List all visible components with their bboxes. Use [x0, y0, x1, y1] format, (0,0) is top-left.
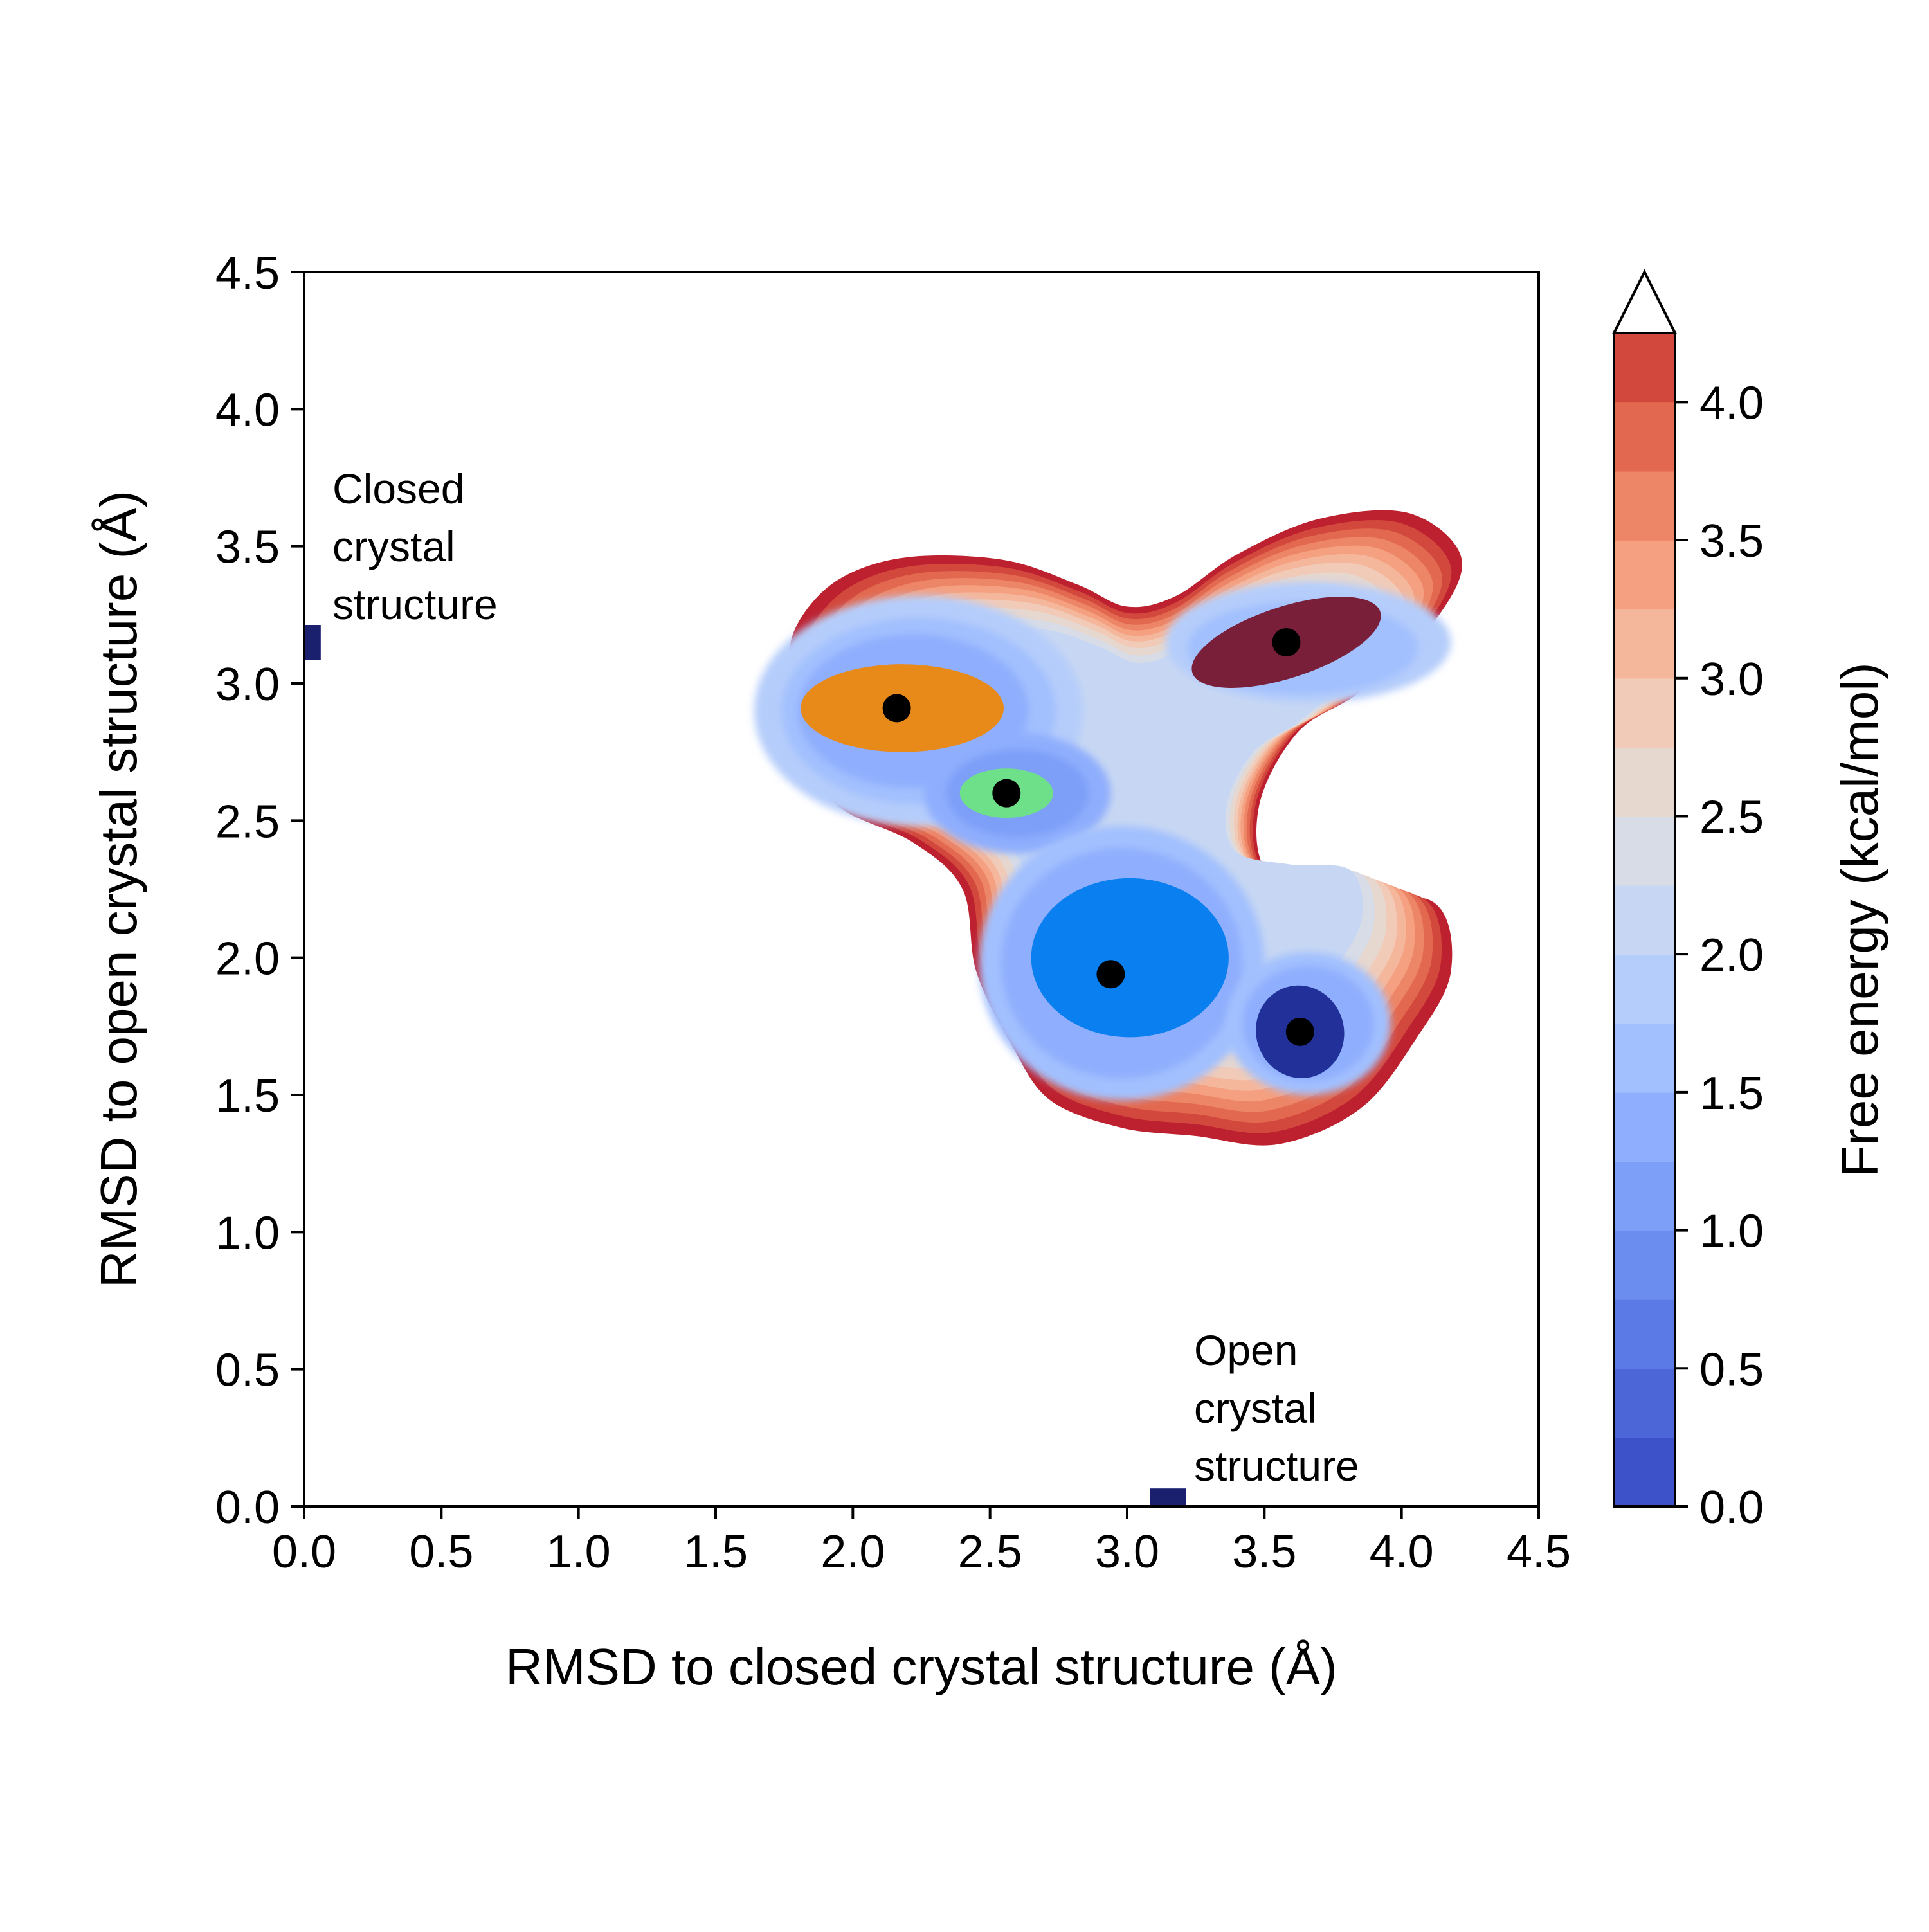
colorbar-tick-label-7: 3.5: [1699, 516, 1764, 567]
colorbar-band-7: [1614, 954, 1675, 1024]
minimum-point-3: [1272, 628, 1301, 656]
reference-label-0-line-1: crystal: [332, 523, 455, 570]
colorbar-tick-label-0: 0.0: [1699, 1482, 1764, 1533]
x-tick-label-4: 2.0: [820, 1526, 885, 1578]
minimum-point-0: [882, 694, 911, 723]
y-tick-label-9: 4.5: [215, 248, 280, 299]
minimum-point-4: [1285, 1017, 1314, 1046]
x-axis-label: RMSD to closed crystal structure (Å): [505, 1638, 1337, 1695]
colorbar-tick-label-6: 3.0: [1699, 654, 1764, 705]
x-tick-label-9: 4.5: [1507, 1526, 1571, 1578]
colorbar-extend-arrow: [1611, 269, 1678, 334]
colorbar-band-14: [1614, 471, 1675, 541]
x-tick-label-2: 1.0: [547, 1526, 611, 1578]
plot-frame: [303, 271, 1540, 1508]
y-tick-label-5: 2.5: [215, 796, 280, 847]
y-tick-label-6: 3.0: [215, 659, 280, 710]
colorbar-tick-label-4: 2.0: [1699, 930, 1764, 981]
colorbar-band-11: [1614, 678, 1675, 748]
x-tick-label-0: 0.0: [272, 1526, 336, 1578]
x-tick-label-7: 3.5: [1232, 1526, 1296, 1578]
colorbar-tick-label-5: 2.5: [1699, 791, 1764, 843]
x-tick-label-6: 3.0: [1095, 1526, 1159, 1578]
free-energy-surface: [754, 510, 1463, 1146]
reference-structures: Closed crystal structure Open crystal structu…: [303, 465, 1359, 1508]
y-tick-label-7: 3.5: [215, 522, 280, 573]
colorbar-tick-label-3: 1.5: [1699, 1068, 1764, 1119]
reference-label-1-line-2: structure: [1194, 1442, 1359, 1490]
x-tick-label-1: 0.5: [409, 1526, 473, 1578]
colorbar-band-1: [1614, 1368, 1675, 1438]
x-tick-label-5: 2.5: [958, 1526, 1022, 1578]
minimum-point-1: [992, 779, 1021, 808]
colorbar-tick-label-2: 1.0: [1699, 1206, 1764, 1258]
cluster-region-2: [1031, 878, 1229, 1038]
colorbar-band-2: [1614, 1299, 1675, 1369]
colorbar-tick-label-8: 4.0: [1699, 377, 1764, 429]
minima-markers: [882, 628, 1314, 1046]
colorbar-label: Free energy (kcal/mol): [1831, 662, 1888, 1177]
y-tick-label-4: 2.0: [215, 934, 280, 985]
colorbar-frame: [1613, 332, 1676, 1508]
reference-marker-1: [1150, 1488, 1186, 1508]
colorbar-tick-label-1: 0.5: [1699, 1344, 1764, 1395]
y-tick-label-2: 1.0: [215, 1207, 280, 1259]
reference-label-1-line-0: Open: [1194, 1326, 1298, 1374]
y-tick-label-3: 1.5: [215, 1070, 280, 1122]
colorbar-band-13: [1614, 540, 1675, 610]
colorbar-band-5: [1614, 1092, 1675, 1162]
colorbar-band-3: [1614, 1230, 1675, 1300]
reference-label-0-line-0: Closed: [332, 465, 464, 512]
colorbar-band-4: [1614, 1161, 1675, 1231]
reference-marker-0: [303, 625, 321, 660]
y-tick-label-0: 0.0: [215, 1482, 280, 1533]
colorbar: 0.0 0.5 1.0 1.5 2.0 2.5 3.0 3.5 4.0: [1611, 269, 1764, 1533]
colorbar-band-16: [1614, 333, 1675, 403]
colorbar-band-12: [1614, 609, 1675, 679]
x-tick-label-8: 4.0: [1370, 1526, 1434, 1578]
colorbar-band-0: [1614, 1437, 1675, 1507]
reference-label-0-line-2: structure: [332, 581, 498, 628]
colorbar-band-8: [1614, 885, 1675, 955]
reference-label-1-line-1: crystal: [1194, 1384, 1317, 1432]
colorbar-band-6: [1614, 1023, 1675, 1093]
y-axis-label: RMSD to open crystal structure (Å): [90, 491, 147, 1288]
minimum-point-2: [1096, 960, 1125, 989]
y-tick-label-1: 0.5: [215, 1345, 280, 1396]
axes: 0.0 0.5 1.0 1.5 2.0 2.5 3.0 3.5 4.0 4.5 0.0 0.5 1.0 1…: [215, 248, 1571, 1578]
colorbar-band-9: [1614, 816, 1675, 886]
x-tick-label-3: 1.5: [684, 1526, 748, 1578]
colorbar-band-15: [1614, 402, 1675, 472]
colorbar-band-10: [1614, 747, 1675, 817]
y-tick-label-8: 4.0: [215, 384, 280, 436]
